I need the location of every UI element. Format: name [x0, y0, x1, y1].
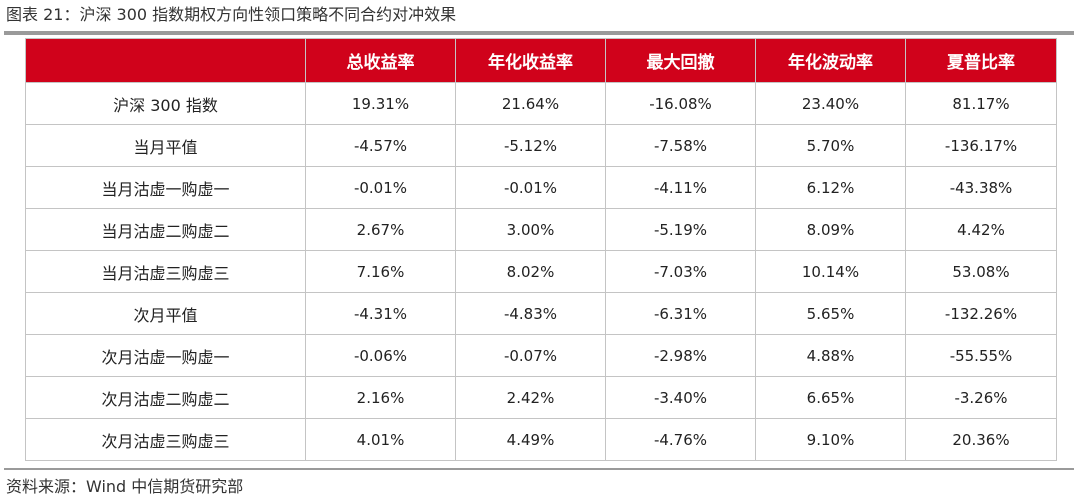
table-cell: -6.31%: [605, 292, 756, 335]
header-corner: [25, 38, 306, 83]
table-cell: -3.26%: [905, 376, 1057, 419]
row-label: 次月平值: [25, 292, 306, 335]
table-cell: 6.65%: [755, 376, 906, 419]
row-label: 沪深 300 指数: [25, 82, 306, 125]
title-rule: [4, 31, 1074, 35]
row-label: 次月沽虚一购虚一: [25, 334, 306, 377]
row-label: 次月沽虚二购虚二: [25, 376, 306, 419]
table-cell: -7.03%: [605, 250, 756, 293]
table-row: 当月平值 -4.57% -5.12% -7.58% 5.70% -136.17%: [25, 124, 1057, 167]
table-row: 当月沽虚三购虚三 7.16% 8.02% -7.03% 10.14% 53.08…: [25, 250, 1057, 293]
table-cell: 81.17%: [905, 82, 1057, 125]
table-cell: 23.40%: [755, 82, 906, 125]
table-cell: -7.58%: [605, 124, 756, 167]
table-cell: 21.64%: [455, 82, 606, 125]
row-label: 当月沽虚三购虚三: [25, 250, 306, 293]
header-max-drawdown: 最大回撤: [605, 38, 756, 83]
table-cell: 2.16%: [305, 376, 456, 419]
header-total-return: 总收益率: [305, 38, 456, 83]
table-cell: 3.00%: [455, 208, 606, 251]
header-annualized-return: 年化收益率: [455, 38, 606, 83]
table-row: 次月沽虚二购虚二 2.16% 2.42% -3.40% 6.65% -3.26%: [25, 376, 1057, 419]
table-cell: 8.02%: [455, 250, 606, 293]
row-label: 次月沽虚三购虚三: [25, 418, 306, 461]
table-row: 当月沽虚一购虚一 -0.01% -0.01% -4.11% 6.12% -43.…: [25, 166, 1057, 209]
table-row: 次月沽虚三购虚三 4.01% 4.49% -4.76% 9.10% 20.36%: [25, 418, 1057, 461]
table-row: 沪深 300 指数 19.31% 21.64% -16.08% 23.40% 8…: [25, 82, 1057, 125]
table-cell: 4.01%: [305, 418, 456, 461]
table-cell: -0.01%: [305, 166, 456, 209]
table-row: 当月沽虚二购虚二 2.67% 3.00% -5.19% 8.09% 4.42%: [25, 208, 1057, 251]
table-cell: -55.55%: [905, 334, 1057, 377]
bottom-rule: [4, 468, 1074, 470]
table-cell: 7.16%: [305, 250, 456, 293]
row-label: 当月沽虚二购虚二: [25, 208, 306, 251]
table-cell: 10.14%: [755, 250, 906, 293]
table-cell: -0.06%: [305, 334, 456, 377]
table-cell: -136.17%: [905, 124, 1057, 167]
table-cell: 2.42%: [455, 376, 606, 419]
table-cell: 9.10%: [755, 418, 906, 461]
table-cell: 4.88%: [755, 334, 906, 377]
table-cell: 20.36%: [905, 418, 1057, 461]
table-cell: -3.40%: [605, 376, 756, 419]
table-cell: 2.67%: [305, 208, 456, 251]
table-header-row: 总收益率 年化收益率 最大回撤 年化波动率 夏普比率: [25, 38, 1057, 83]
table-cell: 5.70%: [755, 124, 906, 167]
table-cell: 4.42%: [905, 208, 1057, 251]
table-cell: 19.31%: [305, 82, 456, 125]
table-cell: -4.76%: [605, 418, 756, 461]
header-sharpe-ratio: 夏普比率: [905, 38, 1057, 83]
table-cell: -0.07%: [455, 334, 606, 377]
table-cell: -132.26%: [905, 292, 1057, 335]
table-cell: -5.12%: [455, 124, 606, 167]
table-row: 次月平值 -4.31% -4.83% -6.31% 5.65% -132.26%: [25, 292, 1057, 335]
table-cell: -4.11%: [605, 166, 756, 209]
row-label: 当月沽虚一购虚一: [25, 166, 306, 209]
table-cell: 8.09%: [755, 208, 906, 251]
table-row: 次月沽虚一购虚一 -0.06% -0.07% -2.98% 4.88% -55.…: [25, 334, 1057, 377]
table-cell: -4.31%: [305, 292, 456, 335]
table-cell: 6.12%: [755, 166, 906, 209]
table-cell: -43.38%: [905, 166, 1057, 209]
figure-title: 图表 21：沪深 300 指数期权方向性领口策略不同合约对冲效果: [6, 5, 457, 24]
row-label: 当月平值: [25, 124, 306, 167]
table-cell: -4.83%: [455, 292, 606, 335]
table-cell: -2.98%: [605, 334, 756, 377]
table-cell: -16.08%: [605, 82, 756, 125]
table-cell: 4.49%: [455, 418, 606, 461]
source-note: 资料来源：Wind 中信期货研究部: [6, 477, 244, 496]
strategy-comparison-table: 总收益率 年化收益率 最大回撤 年化波动率 夏普比率 沪深 300 指数 19.…: [25, 38, 1057, 461]
table-cell: -0.01%: [455, 166, 606, 209]
table-cell: 5.65%: [755, 292, 906, 335]
table-cell: -5.19%: [605, 208, 756, 251]
header-annualized-volatility: 年化波动率: [755, 38, 906, 83]
table-cell: 53.08%: [905, 250, 1057, 293]
table-cell: -4.57%: [305, 124, 456, 167]
